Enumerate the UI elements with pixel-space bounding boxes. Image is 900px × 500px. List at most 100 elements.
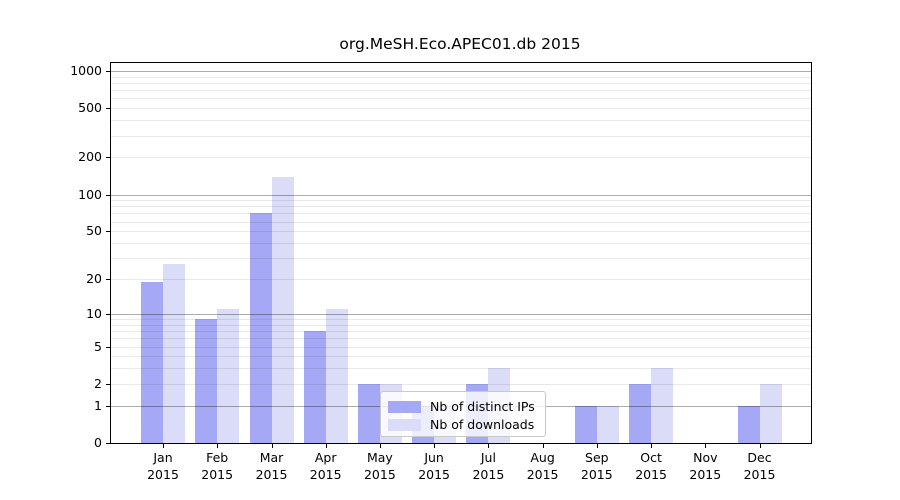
bar-distinct-ips-feb [195,319,218,443]
x-tick-year: 2015 [526,466,559,482]
bar-downloads-feb [217,309,240,443]
x-tick-label-aug: Aug 2015 [513,450,573,483]
gridline-major-10 [111,313,811,315]
x-tick-month: Mar [259,450,284,465]
y-tick-mark-0 [106,443,110,444]
x-tick-year: 2015 [418,466,450,482]
x-tick-month: Feb [206,450,229,465]
x-tick-label-feb: Feb 2015 [187,450,247,483]
y-tick-label-1000: 1000 [70,62,102,78]
x-tick-month: Aug [530,450,555,465]
y-tick-mark-50 [106,231,110,233]
x-tick-year: 2015 [580,466,613,482]
gridline-minor-400 [111,120,811,122]
bar-downloads-oct [651,368,674,443]
bar-downloads-dec [759,383,782,443]
y-tick-label-20: 20 [86,271,102,286]
gridline-minor-700 [111,90,811,92]
bar-downloads-apr [325,309,348,443]
gridline-minor-500 [111,108,811,110]
x-tick-mark-feb [217,444,219,448]
plot-area: Nb of distinct IPs Nb of downloads [110,62,812,444]
y-tick-mark-1 [106,405,110,407]
x-tick-year: 2015 [363,466,396,482]
x-tick-mark-mar [271,444,273,448]
x-tick-label-jan: Jan 2015 [133,450,193,483]
gridline-minor-50 [111,231,811,233]
bar-downloads-sep [596,405,619,443]
y-tick-mark-20 [106,279,110,280]
x-tick-month: Jan [153,450,173,465]
x-tick-mark-nov [705,444,707,448]
y-tick-label-200: 200 [78,149,102,165]
x-tick-year: 2015 [201,466,234,482]
x-tick-month: Jun [424,450,444,465]
bar-distinct-ips-jan [141,281,163,443]
gridline-minor-300 [111,135,811,137]
x-tick-mark-jun [434,444,436,448]
x-tick-label-dec: Dec 2015 [730,450,790,483]
x-tick-mark-may [379,444,381,448]
x-tick-month: Jul [480,450,496,465]
gridline-minor-200 [111,157,811,159]
y-tick-mark-500 [106,108,110,110]
x-tick-year: 2015 [743,466,776,482]
x-tick-label-sep: Sep 2015 [567,450,627,483]
gridline-minor-20 [111,279,811,280]
y-tick-label-500: 500 [78,100,102,116]
bar-distinct-ips-dec [737,405,760,443]
x-tick-month: Sep [585,450,609,465]
legend-swatch-downloads [388,418,421,431]
gridline-major-1000 [111,70,811,72]
y-tick-mark-100 [106,194,110,196]
x-tick-label-mar: Mar 2015 [242,450,302,483]
x-tick-mark-jul [488,444,490,448]
y-tick-mark-5 [106,346,110,348]
gridline-minor-30 [111,258,811,260]
x-tick-label-apr: Apr 2015 [296,450,356,483]
y-tick-label-50: 50 [86,223,102,239]
gridline-minor-90 [111,200,811,202]
legend: Nb of distinct IPs Nb of downloads [380,391,546,437]
bar-distinct-ips-oct [629,383,652,443]
x-tick-mark-apr [325,444,327,448]
x-tick-month: Dec [747,450,772,465]
x-tick-month: May [366,450,393,465]
y-tick-label-100: 100 [78,186,102,202]
y-tick-mark-10 [106,313,110,315]
x-tick-year: 2015 [689,466,722,482]
y-tick-mark-1000 [106,70,110,72]
x-tick-label-jun: Jun 2015 [404,450,464,483]
x-tick-year: 2015 [472,466,505,482]
y-tick-mark-200 [106,157,110,159]
gridline-minor-60 [111,221,811,223]
gridline-minor-80 [111,206,811,208]
x-tick-mark-sep [596,444,598,448]
x-tick-mark-dec [759,444,761,448]
gridline-minor-70 [111,213,811,215]
x-tick-year: 2015 [309,466,342,482]
bar-distinct-ips-mar [249,213,272,443]
gridline-minor-40 [111,243,811,244]
chart-title: org.MeSH.Eco.APEC01.db 2015 [339,35,581,53]
bar-distinct-ips-sep [574,405,597,443]
bar-distinct-ips-apr [303,331,326,443]
y-tick-label-10: 10 [86,305,102,321]
gridline-minor-600 [111,98,811,100]
x-tick-month: Apr [314,450,337,465]
x-tick-year: 2015 [635,466,667,482]
x-tick-mark-aug [542,444,544,448]
x-tick-month: Oct [640,450,662,465]
y-tick-mark-2 [106,383,110,385]
gridline-minor-800 [111,82,811,84]
x-tick-mark-oct [651,444,653,448]
x-tick-year: 2015 [255,466,288,482]
x-tick-label-jul: Jul 2015 [458,450,518,483]
gridline-minor-900 [111,76,811,78]
x-tick-label-oct: Oct 2015 [621,450,681,483]
x-tick-mark-jan [163,444,164,448]
x-tick-year: 2015 [147,466,179,482]
x-tick-label-may: May 2015 [350,450,410,483]
legend-label-distinct-ips: Nb of distinct IPs [430,399,535,414]
